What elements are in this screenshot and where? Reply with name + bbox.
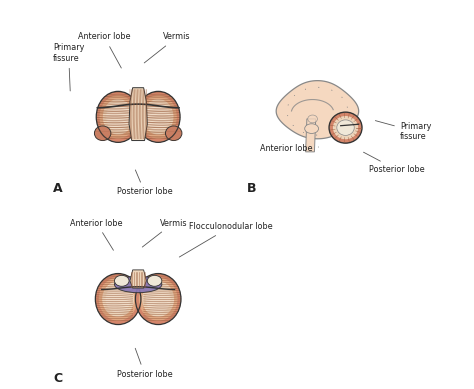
- Polygon shape: [129, 88, 147, 140]
- Ellipse shape: [146, 285, 171, 313]
- Ellipse shape: [165, 126, 182, 140]
- Text: C: C: [53, 372, 62, 385]
- Ellipse shape: [147, 275, 162, 286]
- Ellipse shape: [94, 126, 111, 140]
- Text: Posterior lobe: Posterior lobe: [364, 152, 424, 174]
- Ellipse shape: [136, 273, 181, 324]
- Ellipse shape: [308, 115, 318, 123]
- Polygon shape: [306, 119, 316, 152]
- Text: Vermis: Vermis: [144, 32, 191, 63]
- Ellipse shape: [99, 277, 137, 321]
- Ellipse shape: [95, 273, 141, 324]
- Ellipse shape: [343, 128, 346, 132]
- Polygon shape: [130, 270, 146, 288]
- Ellipse shape: [343, 123, 346, 128]
- Ellipse shape: [346, 124, 350, 128]
- Polygon shape: [276, 81, 359, 139]
- Ellipse shape: [115, 276, 162, 293]
- Text: Anterior lobe: Anterior lobe: [260, 144, 319, 153]
- Ellipse shape: [140, 95, 177, 138]
- Text: Flocculonodular lobe: Flocculonodular lobe: [179, 223, 272, 257]
- Text: Anterior lobe: Anterior lobe: [78, 32, 130, 68]
- Text: B: B: [246, 182, 256, 195]
- Ellipse shape: [305, 124, 319, 133]
- Text: Posterior lobe: Posterior lobe: [117, 170, 173, 196]
- Ellipse shape: [337, 120, 354, 135]
- Text: Primary
fissure: Primary fissure: [375, 121, 431, 141]
- Ellipse shape: [115, 275, 129, 286]
- Ellipse shape: [102, 281, 134, 317]
- Text: A: A: [53, 182, 63, 195]
- Ellipse shape: [143, 99, 173, 135]
- Text: Vermis: Vermis: [142, 219, 187, 247]
- Ellipse shape: [340, 127, 345, 130]
- Ellipse shape: [142, 281, 174, 317]
- Ellipse shape: [137, 91, 180, 142]
- Ellipse shape: [134, 278, 143, 287]
- Text: Primary
fissure: Primary fissure: [53, 44, 84, 91]
- Ellipse shape: [340, 125, 345, 128]
- Text: Posterior lobe: Posterior lobe: [117, 348, 173, 378]
- Ellipse shape: [329, 112, 362, 143]
- Ellipse shape: [106, 103, 130, 131]
- Ellipse shape: [333, 116, 358, 139]
- Text: Anterior lobe: Anterior lobe: [70, 219, 123, 250]
- Ellipse shape: [346, 127, 350, 131]
- Ellipse shape: [103, 99, 133, 135]
- Ellipse shape: [346, 126, 351, 129]
- Ellipse shape: [106, 285, 131, 313]
- Ellipse shape: [100, 95, 137, 138]
- Ellipse shape: [346, 126, 351, 129]
- Ellipse shape: [146, 103, 170, 131]
- Ellipse shape: [96, 91, 140, 142]
- Ellipse shape: [139, 277, 178, 321]
